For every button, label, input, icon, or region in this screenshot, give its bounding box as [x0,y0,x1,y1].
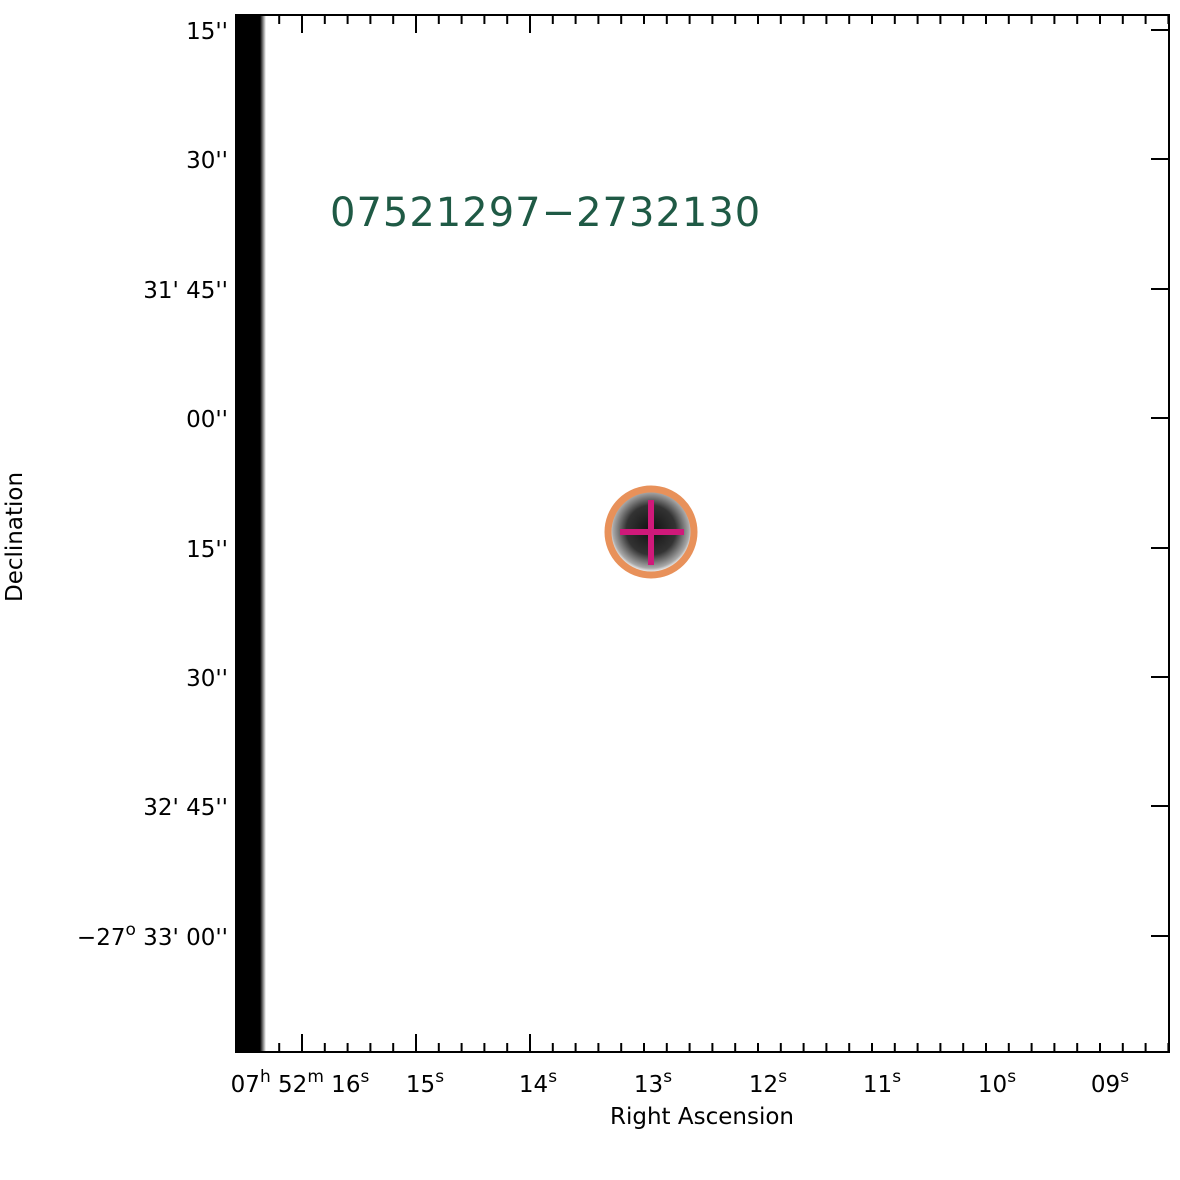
image-edge [236,15,266,1052]
superscript: s [548,1067,557,1087]
label-part: 15 [406,1072,435,1098]
y-tick-label: 30'' [186,148,228,174]
x-tick-label: 12s [749,1067,787,1098]
label-part: 11 [863,1072,892,1098]
label-part: 10 [978,1072,1007,1098]
frame [235,14,1170,1053]
y-tick-label: 15'' [186,19,228,45]
superscript: s [663,1067,672,1087]
superscript: s [360,1067,369,1087]
x-tick-label: 14s [519,1067,557,1098]
label-part: 15'' [186,19,228,45]
label-part: 13 [634,1072,663,1098]
x-tick-label: 07h 52m 16s [231,1067,370,1098]
label-part: 33' 00'' [136,925,228,951]
y-tick-label: −27o 33' 00'' [77,920,228,951]
y-axis-title: Declination [2,472,28,602]
label-part: 09 [1091,1072,1120,1098]
superscript: h [260,1067,271,1087]
source-circle [604,485,698,579]
label-part: 30'' [186,666,228,692]
ticks [236,15,1170,1052]
label-part: 14 [519,1072,548,1098]
superscript: s [1120,1067,1129,1087]
y-tick-label: 15'' [186,537,228,563]
label-part: 15'' [186,537,228,563]
y-tick-label: 30'' [186,666,228,692]
superscript: s [892,1067,901,1087]
superscript: m [307,1067,324,1087]
superscript: s [1007,1067,1016,1087]
label-part: 30'' [186,148,228,174]
label-part: 52 [271,1072,308,1098]
x-tick-label: 13s [634,1067,672,1098]
x-tick-label: 09s [1091,1067,1129,1098]
x-axis-title: Right Ascension [610,1104,794,1130]
label-part: 31' 45'' [143,278,228,304]
superscript: s [778,1067,787,1087]
label-part: 32' 45'' [143,795,228,821]
label-part: 12 [749,1072,778,1098]
label-part: 16 [324,1072,361,1098]
x-tick-label: 15s [406,1067,444,1098]
label-part: −27 [77,925,126,951]
y-tick-label: 31' 45'' [143,278,228,304]
object-label: 07521297−2732130 [330,190,761,236]
superscript: o [125,920,135,940]
x-tick-label: 11s [863,1067,901,1098]
y-tick-label: 00'' [186,407,228,433]
label-part: 07 [231,1072,260,1098]
y-tick-label: 32' 45'' [143,795,228,821]
x-tick-label: 10s [978,1067,1016,1098]
superscript: s [435,1067,444,1087]
label-part: 00'' [186,407,228,433]
